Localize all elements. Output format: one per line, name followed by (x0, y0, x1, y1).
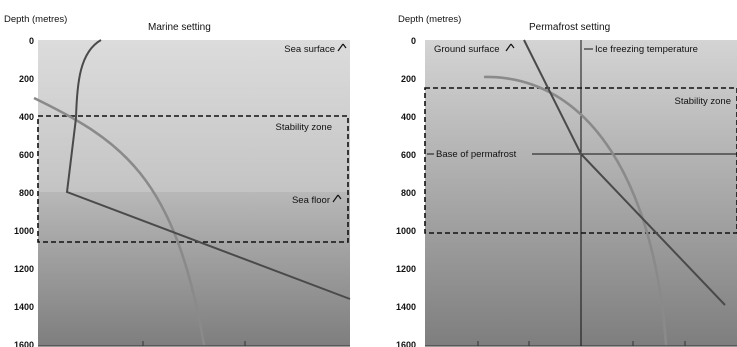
tick-label: 400 (19, 112, 34, 122)
stability-zone-label: Stability zone (674, 96, 731, 107)
tick-label: 800 (19, 188, 34, 198)
permafrost-y-ticks: 0 200 400 600 800 1000 1200 1400 1600 (396, 36, 416, 347)
tick-label: 400 (401, 112, 416, 122)
tick-label: 0 (29, 36, 34, 46)
sea-surface-label: Sea surface (284, 44, 335, 55)
tick-label: 1600 (14, 340, 34, 347)
sediment-column (38, 192, 350, 346)
permafrost-panel: 0 200 400 600 800 1000 1200 1400 1600 De… (396, 14, 737, 347)
ice-freezing-label: Ice freezing temperature (595, 44, 698, 55)
tick-label: 1400 (14, 302, 34, 312)
base-of-permafrost-label: Base of permafrost (436, 149, 517, 160)
tick-label: 1400 (396, 302, 416, 312)
tick-label: 0 (411, 36, 416, 46)
tick-label: 800 (401, 188, 416, 198)
tick-label: 1200 (396, 264, 416, 274)
tick-label: 200 (19, 74, 34, 84)
y-axis-label: Depth (metres) (398, 14, 461, 25)
panel-title: Marine setting (148, 22, 211, 33)
tick-label: 1000 (396, 226, 416, 236)
ground-surface-label: Ground surface (434, 44, 499, 55)
stability-zone-label: Stability zone (275, 122, 332, 133)
marine-panel: 0 200 400 600 800 1000 1200 1400 1600 De… (4, 14, 350, 347)
tick-label: 200 (401, 74, 416, 84)
panel-title: Permafrost setting (529, 22, 610, 33)
y-axis-label: Depth (metres) (4, 14, 67, 25)
tick-label: 600 (19, 150, 34, 160)
tick-label: 1200 (14, 264, 34, 274)
sea-floor-label: Sea floor (292, 195, 330, 206)
tick-label: 1600 (396, 340, 416, 347)
marine-y-ticks: 0 200 400 600 800 1000 1200 1400 1600 (14, 36, 34, 347)
tick-label: 1000 (14, 226, 34, 236)
tick-label: 600 (401, 150, 416, 160)
